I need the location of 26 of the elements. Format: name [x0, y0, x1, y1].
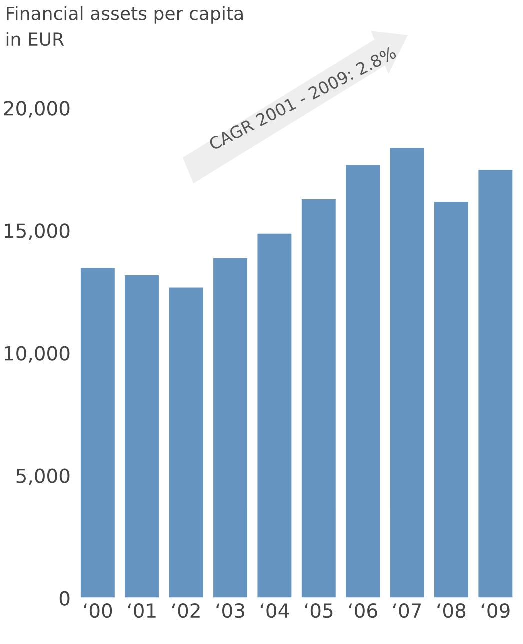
x-tick-label: ‘07: [393, 603, 422, 618]
x-tick-label: ‘08: [438, 603, 466, 618]
bar: [388, 146, 426, 598]
bar: [168, 286, 205, 598]
y-tick-label: 0: [60, 591, 70, 606]
bar: [477, 168, 514, 598]
x-tick-label: ‘05: [305, 603, 333, 618]
y-tick-label: 5,000: [16, 468, 70, 486]
y-tick-label: 20,000: [4, 101, 70, 118]
bar: [212, 256, 249, 598]
x-tick-label: ‘01: [128, 603, 156, 618]
x-tick-label: ‘06: [349, 603, 378, 618]
y-tick-label: 15,000: [5, 224, 70, 240]
x-tick-label: ‘00: [84, 603, 112, 618]
bar: [256, 232, 294, 598]
bar: [344, 164, 382, 598]
bar: [433, 200, 470, 598]
y-tick-label: 10,000: [5, 346, 70, 363]
x-tick-label: ‘03: [216, 603, 244, 618]
bar: [80, 266, 116, 598]
x-tick-label: ‘02: [172, 603, 200, 618]
bar: [300, 198, 338, 598]
chart-title: Financial assets per capita in EUR: [6, 6, 243, 46]
x-tick-label: ‘09: [482, 603, 510, 618]
bar: [124, 274, 160, 598]
x-tick-label: ‘04: [260, 603, 290, 618]
